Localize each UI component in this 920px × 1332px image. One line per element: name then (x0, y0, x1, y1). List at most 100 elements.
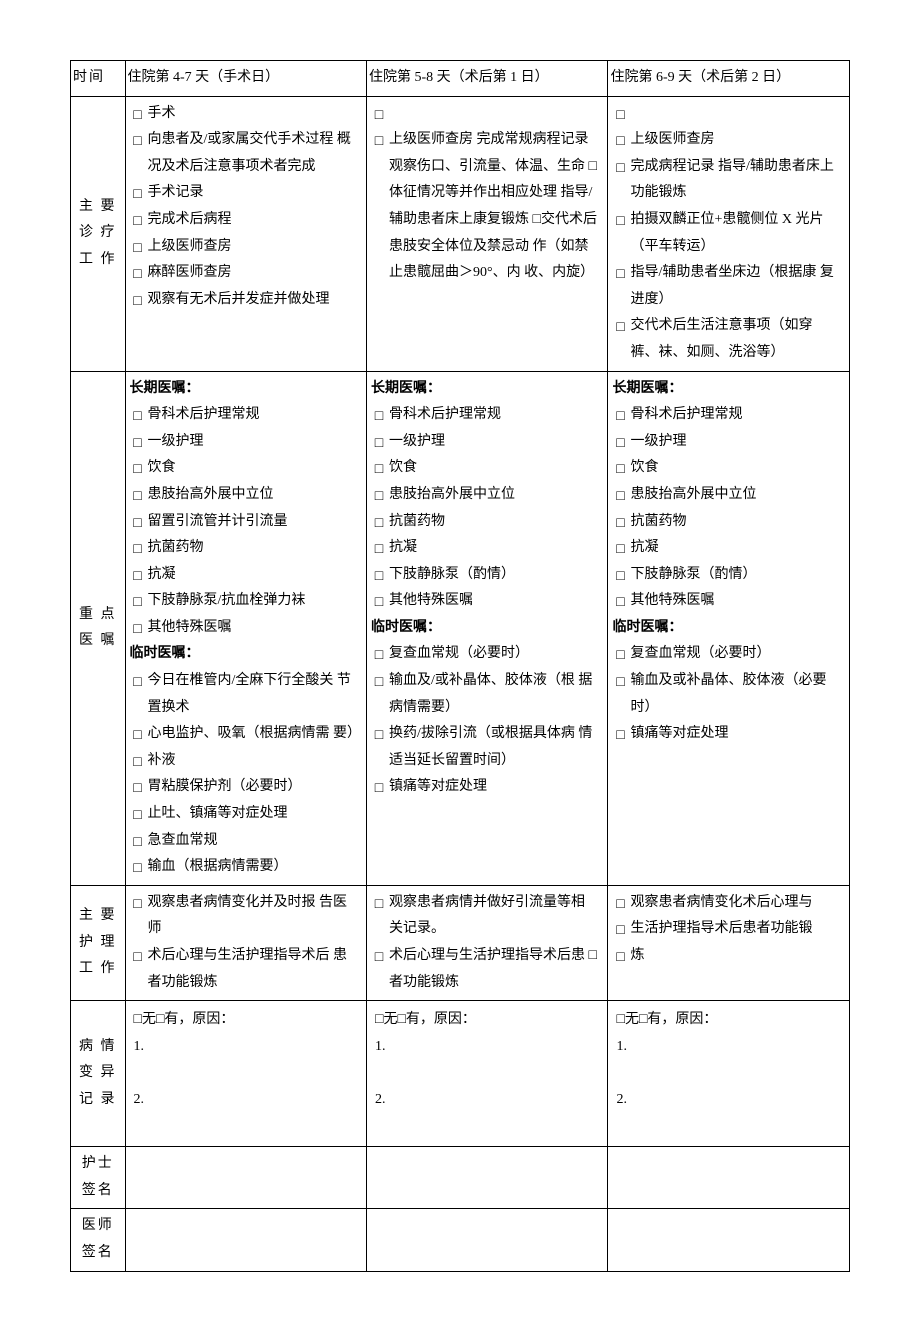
orders-col-0: 长期医嘱：□骨科术后护理常规□一级护理□饮食□患肢抬高外展中立位□留置引流管并计… (125, 371, 366, 885)
doc-sign-0 (125, 1209, 366, 1271)
row-nurse-sign: 护士 签名 (71, 1147, 850, 1209)
checklist-item: □ (610, 101, 847, 128)
checklist-item: □完成病程记录 指导/辅助患者床上功能锻炼 (610, 154, 847, 207)
variance-head: □无□有，原因： (375, 1007, 599, 1034)
checklist-item: □抗凝 (128, 562, 364, 589)
checklist-item: □观察患者病情并做好引流量等相 关记录。 (369, 890, 605, 943)
checklist-item: □上级医师查房 完成常规病程记录 观察伤口、引流量、体温、生命 □体征情况等并作… (369, 127, 605, 287)
checklist-text: 骨科术后护理常规 (630, 402, 847, 429)
checklist-text: 下肢静脉泵/抗血栓弹力袜 (148, 588, 364, 615)
checklist-text: 上级医师查房 (148, 234, 364, 261)
checklist-text: 骨科术后护理常规 (148, 402, 364, 429)
work-col-0: □手术□向患者及/或家属交代手术过程 概况及术后注意事项术者完成□手术记录□完成… (125, 96, 366, 371)
checkbox-icon: □ (610, 943, 630, 970)
row-variance: 病 情 变 异 记 录 □无□有，原因： 1. 2. □无□有，原因： 1. 2… (71, 1001, 850, 1147)
checkbox-icon: □ (128, 890, 148, 917)
checkbox-icon: □ (369, 943, 389, 970)
rowhdr-time: 时间 (71, 61, 126, 97)
orders-col-2: 长期医嘱：□骨科术后护理常规□一级护理□饮食□患肢抬高外展中立位□抗菌药物□抗凝… (608, 371, 850, 885)
checkbox-icon: □ (369, 588, 389, 615)
checkbox-icon: □ (128, 207, 148, 234)
checklist-item: □饮食 (610, 455, 847, 482)
checkbox-icon: □ (128, 668, 148, 695)
checkbox-icon: □ (128, 260, 148, 287)
checklist-item: □镇痛等对症处理 (369, 774, 605, 801)
checklist-text: 患肢抬高外展中立位 (389, 482, 605, 509)
variance-head: □无□有，原因： (616, 1007, 841, 1034)
checklist-text: 术后心理与生活护理指导术后患 □者功能锻炼 (389, 943, 605, 996)
checkbox-icon: □ (610, 127, 630, 154)
checklist-text: 饮食 (148, 455, 364, 482)
checklist-item: □留置引流管并计引流量 (128, 509, 364, 536)
checklist-item: □心电监护、吸氧（根据病情需 要） (128, 721, 364, 748)
nursing-col-1: □观察患者病情并做好引流量等相 关记录。□术后心理与生活护理指导术后患 □者功能… (367, 885, 608, 1000)
variance-col-1: □无□有，原因： 1. 2. (367, 1001, 608, 1147)
checkbox-icon: □ (369, 127, 389, 154)
checklist-item: □观察患者病情变化并及时报 告医师 (128, 890, 364, 943)
checkbox-icon: □ (369, 721, 389, 748)
nursing-col-2: □观察患者病情变化术后心理与□生活护理指导术后患者功能锻□炼 (608, 885, 850, 1000)
checklist-text: 下肢静脉泵（酌情） (630, 562, 847, 589)
checkbox-icon: □ (128, 287, 148, 314)
checklist-text: 输血及或补晶体、胶体液（必要 时） (630, 668, 847, 721)
checkbox-icon: □ (128, 748, 148, 775)
checkbox-icon: □ (128, 615, 148, 642)
rowhdr-orders: 重 点 医 嘱 (71, 371, 126, 885)
checklist-item: □今日在椎管内/全麻下行全酸关 节置换术 (128, 668, 364, 721)
checkbox-icon: □ (610, 482, 630, 509)
checklist-item: □麻醉医师查房 (128, 260, 364, 287)
checklist-item: □手术 (128, 101, 364, 128)
variance-l2: 2. (375, 1087, 599, 1114)
variance-l2: 2. (134, 1087, 358, 1114)
time-col-0: 住院第 4-7 天（手术日） (125, 61, 366, 97)
checkbox-icon: □ (128, 455, 148, 482)
checklist-item: □一级护理 (128, 429, 364, 456)
checklist-item: □抗菌药物 (610, 509, 847, 536)
checklist-text: 抗凝 (148, 562, 364, 589)
checklist-text: 饮食 (630, 455, 847, 482)
checkbox-icon: □ (369, 482, 389, 509)
rowhdr-nurse-sign: 护士 签名 (71, 1147, 126, 1209)
checklist-item: □输血（根据病情需要） (128, 854, 364, 881)
checklist-text: 一级护理 (630, 429, 847, 456)
checklist-item: □饮食 (128, 455, 364, 482)
checkbox-icon: □ (610, 429, 630, 456)
checklist-item: □患肢抬高外展中立位 (369, 482, 605, 509)
checklist-item: □观察有无术后并发症并做处理 (128, 287, 364, 314)
work-col-1: □□上级医师查房 完成常规病程记录 观察伤口、引流量、体温、生命 □体征情况等并… (367, 96, 608, 371)
row-doc-sign: 医师 签名 (71, 1209, 850, 1271)
checklist-item: □其他特殊医嘱 (369, 588, 605, 615)
checkbox-icon: □ (369, 101, 389, 128)
checkbox-icon: □ (369, 402, 389, 429)
rowhdr-doc-sign: 医师 签名 (71, 1209, 126, 1271)
checkbox-icon: □ (369, 641, 389, 668)
checklist-item: □止吐、镇痛等对症处理 (128, 801, 364, 828)
checkbox-icon: □ (128, 828, 148, 855)
checklist-item: □术后心理与生活护理指导术后患 □者功能锻炼 (369, 943, 605, 996)
time-col-2: 住院第 6-9 天（术后第 2 日） (608, 61, 850, 97)
checkbox-icon: □ (369, 455, 389, 482)
checklist-text: 上级医师查房 (630, 127, 847, 154)
checklist-item: □抗菌药物 (369, 509, 605, 536)
checklist-item: □复查血常规（必要时） (369, 641, 605, 668)
checklist-text: 镇痛等对症处理 (630, 721, 847, 748)
checklist-item: □炼 (610, 943, 847, 970)
checklist-item: □交代术后生活注意事项（如穿 裤、袜、如厕、洗浴等） (610, 313, 847, 366)
checklist-text: 下肢静脉泵（酌情） (389, 562, 605, 589)
checkbox-icon: □ (610, 535, 630, 562)
variance-head: □无□有，原因： (134, 1007, 358, 1034)
checkbox-icon: □ (610, 721, 630, 748)
checkbox-icon: □ (369, 774, 389, 801)
checklist-text: 留置引流管并计引流量 (148, 509, 364, 536)
checklist-item: □下肢静脉泵（酌情） (369, 562, 605, 589)
nurse-sign-2 (608, 1147, 850, 1209)
checklist-item: □生活护理指导术后患者功能锻 (610, 916, 847, 943)
checklist-text: 手术记录 (148, 180, 364, 207)
checklist-item: □镇痛等对症处理 (610, 721, 847, 748)
checklist-text: 上级医师查房 完成常规病程记录 观察伤口、引流量、体温、生命 □体征情况等并作出… (389, 127, 605, 287)
variance-col-2: □无□有，原因： 1. 2. (608, 1001, 850, 1147)
checklist-text: 骨科术后护理常规 (389, 402, 605, 429)
checkbox-icon: □ (128, 127, 148, 154)
checkbox-icon: □ (369, 509, 389, 536)
checkbox-icon: □ (128, 588, 148, 615)
